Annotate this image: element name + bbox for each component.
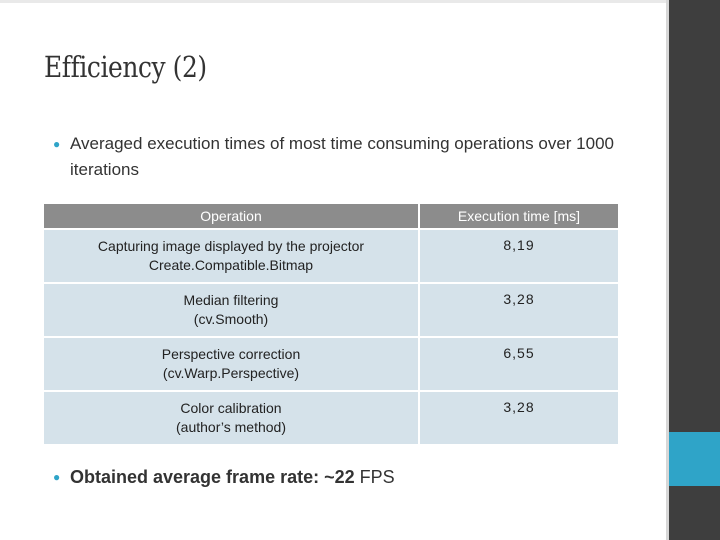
slide-title: Efficiency (2) <box>44 50 207 84</box>
table-header-row: Operation Execution time [ms] <box>44 204 618 228</box>
frame-rate-strong: Obtained average frame rate: ~22 <box>70 467 355 487</box>
table-row: Capturing image displayed by the project… <box>44 230 618 282</box>
operation-name: Median filtering <box>183 292 279 308</box>
side-divider <box>666 0 669 540</box>
bullet-dot-icon: ● <box>53 137 61 151</box>
bullet-dot-icon: ● <box>53 470 61 484</box>
side-accent-block <box>669 432 720 486</box>
header-operation: Operation <box>44 204 418 228</box>
operation-name: Perspective correction <box>161 346 301 362</box>
operation-cell: Capturing image displayed by the project… <box>44 230 418 282</box>
time-cell: 3,28 <box>420 392 618 444</box>
table-row: Color calibration (author’s method) 3,28 <box>44 392 618 444</box>
execution-times-table: Operation Execution time [ms] Capturing … <box>42 202 620 446</box>
operation-function: (cv.Warp.Perspective) <box>162 365 300 381</box>
table-row: Perspective correction (cv.Warp.Perspect… <box>44 338 618 390</box>
header-execution-time: Execution time [ms] <box>420 204 618 228</box>
bullet-frame-rate: ● Obtained average frame rate: ~22 FPS <box>53 464 653 490</box>
time-cell: 6,55 <box>420 338 618 390</box>
top-rule <box>0 0 666 3</box>
bullet-text: Obtained average frame rate: ~22 FPS <box>70 464 653 490</box>
operation-name: Capturing image displayed by the project… <box>97 238 365 254</box>
operation-cell: Perspective correction (cv.Warp.Perspect… <box>44 338 418 390</box>
time-cell: 8,19 <box>420 230 618 282</box>
operation-function: (cv.Smooth) <box>193 311 269 327</box>
time-cell: 3,28 <box>420 284 618 336</box>
operation-function: Create.Compatible.Bitmap <box>148 257 314 273</box>
bullet-execution-times: ● Averaged execution times of most time … <box>53 131 653 183</box>
operation-name: Color calibration <box>180 400 282 416</box>
bullet-text: Averaged execution times of most time co… <box>70 134 614 179</box>
operation-cell: Color calibration (author’s method) <box>44 392 418 444</box>
operation-function: (author’s method) <box>176 419 286 435</box>
table-row: Median filtering (cv.Smooth) 3,28 <box>44 284 618 336</box>
frame-rate-unit: FPS <box>354 467 395 487</box>
operation-cell: Median filtering (cv.Smooth) <box>44 284 418 336</box>
slide: Efficiency (2) ● Averaged execution time… <box>0 0 666 490</box>
